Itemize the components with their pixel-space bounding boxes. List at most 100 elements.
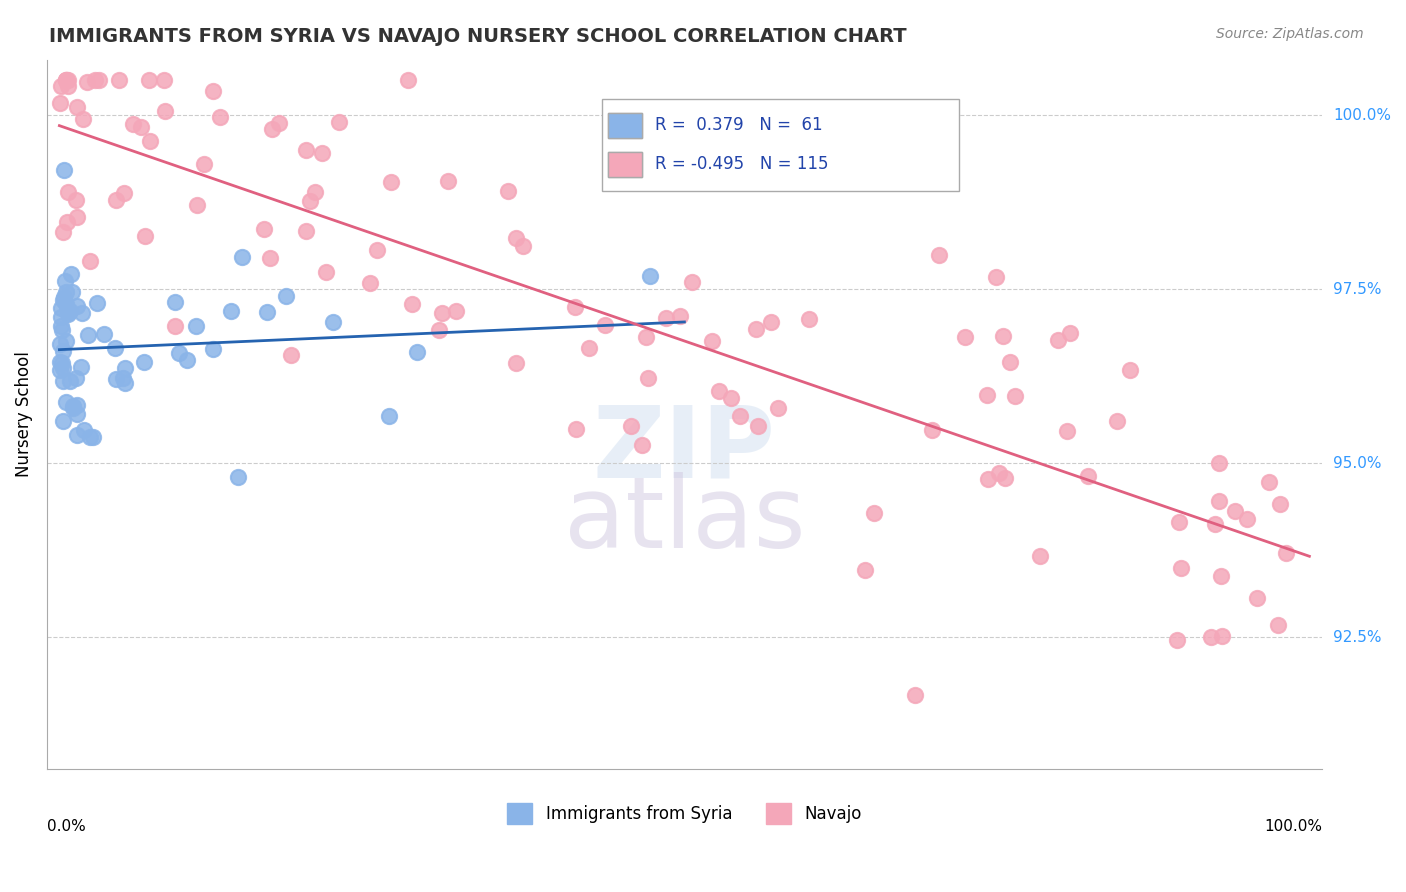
Point [104,194,127,208]
Point [55,215,77,229]
Point [745,322,768,336]
Point [328,114,350,128]
Point [62,401,84,415]
Point [761,315,783,329]
Point [163,319,186,334]
Point [65,193,87,207]
Point [56,73,79,87]
Point [56,306,79,320]
Point [681,275,703,289]
Point [52,361,75,376]
Point [655,311,678,326]
Point [998,355,1021,369]
Point [76,75,98,89]
Text: R = -0.495   N = 115: R = -0.495 N = 115 [655,155,828,173]
Point [77,328,100,343]
Point [49,78,72,93]
Point [51,310,73,324]
Point [267,116,290,130]
Point [219,304,242,318]
Point [1168,515,1191,529]
Point [73,423,96,437]
Point [112,186,135,200]
Text: ZIP: ZIP [593,401,776,499]
Point [55,334,77,349]
Point [366,243,388,257]
FancyBboxPatch shape [602,99,959,191]
FancyBboxPatch shape [607,152,643,177]
Point [669,310,692,324]
Point [768,401,790,415]
Point [152,73,174,87]
Legend: Immigrants from Syria, Navajo: Immigrants from Syria, Navajo [499,795,870,832]
Point [700,334,723,349]
Text: 100.0%: 100.0% [1333,108,1391,123]
Text: 0.0%: 0.0% [46,819,86,834]
Point [1258,475,1281,489]
Text: R = 0.379   N = 61: R = 0.379 N = 61 [655,116,813,134]
Point [380,176,402,190]
Point [59,267,82,281]
Point [52,163,75,178]
Point [1077,469,1099,483]
Point [66,210,89,224]
Point [903,688,925,702]
Point [65,371,87,385]
Point [637,371,659,385]
Point [638,269,661,284]
Point [176,352,198,367]
Point [55,73,77,87]
Point [921,423,943,437]
Point [1166,632,1188,647]
Point [72,306,94,320]
Point [59,303,82,318]
Point [93,326,115,341]
Point [991,329,1014,343]
Point [1246,591,1268,605]
Point [49,319,72,334]
FancyBboxPatch shape [607,112,643,137]
Point [994,471,1017,485]
Point [1029,549,1052,563]
Point [49,301,72,316]
Point [564,300,586,314]
Point [322,315,344,329]
Point [1204,516,1226,531]
Point [108,73,131,87]
Point [138,73,160,87]
Point [49,95,72,110]
Point [315,264,337,278]
Point [52,293,75,308]
Point [56,307,79,321]
Point [863,507,886,521]
Point [131,120,153,134]
Text: R =  0.379   N =  61: R = 0.379 N = 61 [655,116,823,134]
Point [1236,512,1258,526]
Point [1209,569,1232,583]
Point [51,355,73,369]
Point [444,303,467,318]
Point [114,361,136,376]
Point [208,110,231,124]
Point [1274,546,1296,560]
Point [202,343,225,357]
Point [104,372,127,386]
Point [84,73,107,87]
Point [186,198,208,212]
Point [79,254,101,268]
Point [505,231,527,245]
Point [631,438,654,452]
Text: 97.5%: 97.5% [1333,282,1382,297]
Text: IMMIGRANTS FROM SYRIA VS NAVAJO NURSERY SCHOOL CORRELATION CHART: IMMIGRANTS FROM SYRIA VS NAVAJO NURSERY … [49,27,907,45]
Point [1267,618,1289,632]
Point [274,289,297,303]
Point [186,319,208,334]
Point [66,407,89,421]
Point [132,355,155,369]
Point [928,248,950,262]
Point [378,409,401,424]
Text: 100.0%: 100.0% [1264,819,1322,834]
Point [114,376,136,390]
Point [728,409,751,423]
Point [55,394,77,409]
